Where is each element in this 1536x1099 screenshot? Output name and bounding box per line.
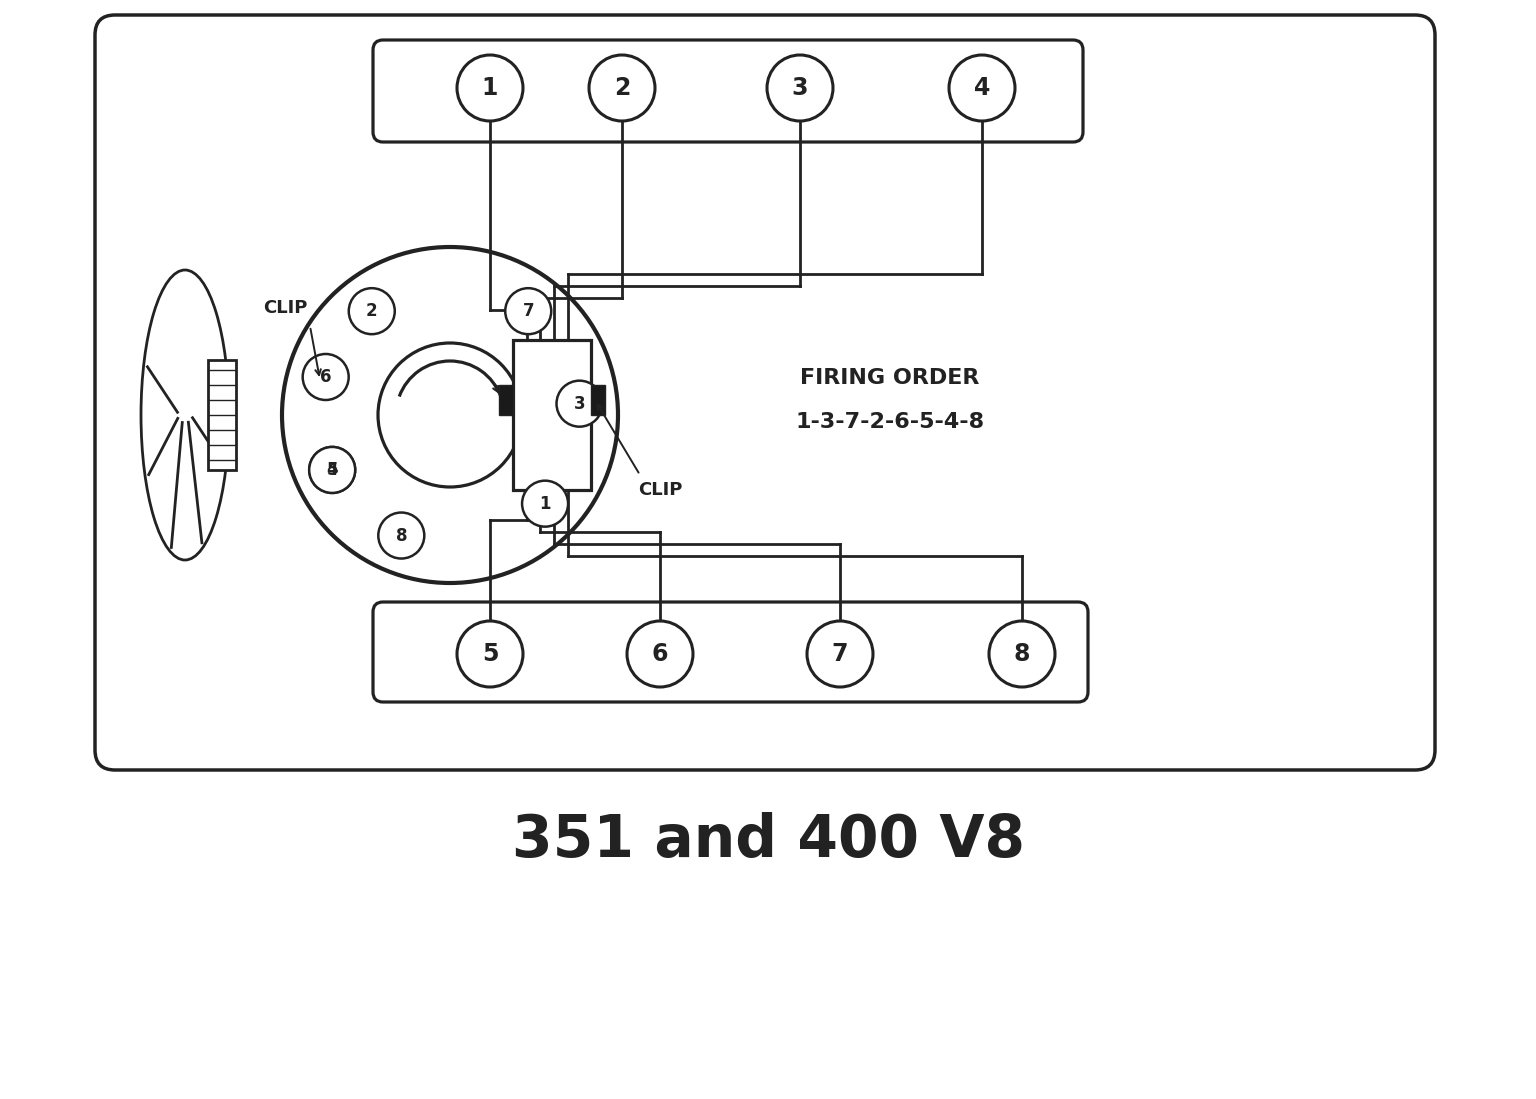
Circle shape xyxy=(283,247,617,582)
Bar xyxy=(499,385,513,415)
Circle shape xyxy=(309,447,355,493)
Circle shape xyxy=(588,55,654,121)
Circle shape xyxy=(766,55,833,121)
Circle shape xyxy=(556,380,602,426)
Circle shape xyxy=(505,288,551,334)
Bar xyxy=(207,360,237,470)
Text: 2: 2 xyxy=(614,76,630,100)
Circle shape xyxy=(806,621,872,687)
Circle shape xyxy=(949,55,1015,121)
Text: 5: 5 xyxy=(327,460,338,479)
Circle shape xyxy=(378,512,424,558)
Circle shape xyxy=(458,621,522,687)
Text: 3: 3 xyxy=(573,395,585,412)
Circle shape xyxy=(522,480,568,526)
Text: CLIP: CLIP xyxy=(263,299,307,317)
Circle shape xyxy=(378,343,522,487)
Text: 2: 2 xyxy=(366,302,378,320)
Text: 1: 1 xyxy=(539,495,551,512)
Text: 3: 3 xyxy=(791,76,808,100)
Text: 1-3-7-2-6-5-4-8: 1-3-7-2-6-5-4-8 xyxy=(796,412,985,432)
FancyBboxPatch shape xyxy=(95,15,1435,770)
Bar xyxy=(591,385,605,415)
Bar xyxy=(513,340,591,490)
Text: 6: 6 xyxy=(651,642,668,666)
Text: 7: 7 xyxy=(522,302,535,320)
Text: 6: 6 xyxy=(319,368,332,386)
Text: 8: 8 xyxy=(396,526,407,544)
Text: 8: 8 xyxy=(1014,642,1031,666)
Text: FIRING ORDER: FIRING ORDER xyxy=(800,368,980,388)
FancyBboxPatch shape xyxy=(373,602,1087,702)
Text: 1: 1 xyxy=(482,76,498,100)
Text: 7: 7 xyxy=(833,642,848,666)
FancyBboxPatch shape xyxy=(373,40,1083,142)
Circle shape xyxy=(303,354,349,400)
Circle shape xyxy=(458,55,522,121)
Text: CLIP: CLIP xyxy=(637,481,682,499)
Text: 351 and 400 V8: 351 and 400 V8 xyxy=(511,811,1025,868)
Circle shape xyxy=(309,447,355,493)
Text: 4: 4 xyxy=(974,76,991,100)
Circle shape xyxy=(989,621,1055,687)
Circle shape xyxy=(627,621,693,687)
Ellipse shape xyxy=(141,270,229,560)
Circle shape xyxy=(349,288,395,334)
Text: 4: 4 xyxy=(326,460,338,479)
Text: 5: 5 xyxy=(482,642,498,666)
